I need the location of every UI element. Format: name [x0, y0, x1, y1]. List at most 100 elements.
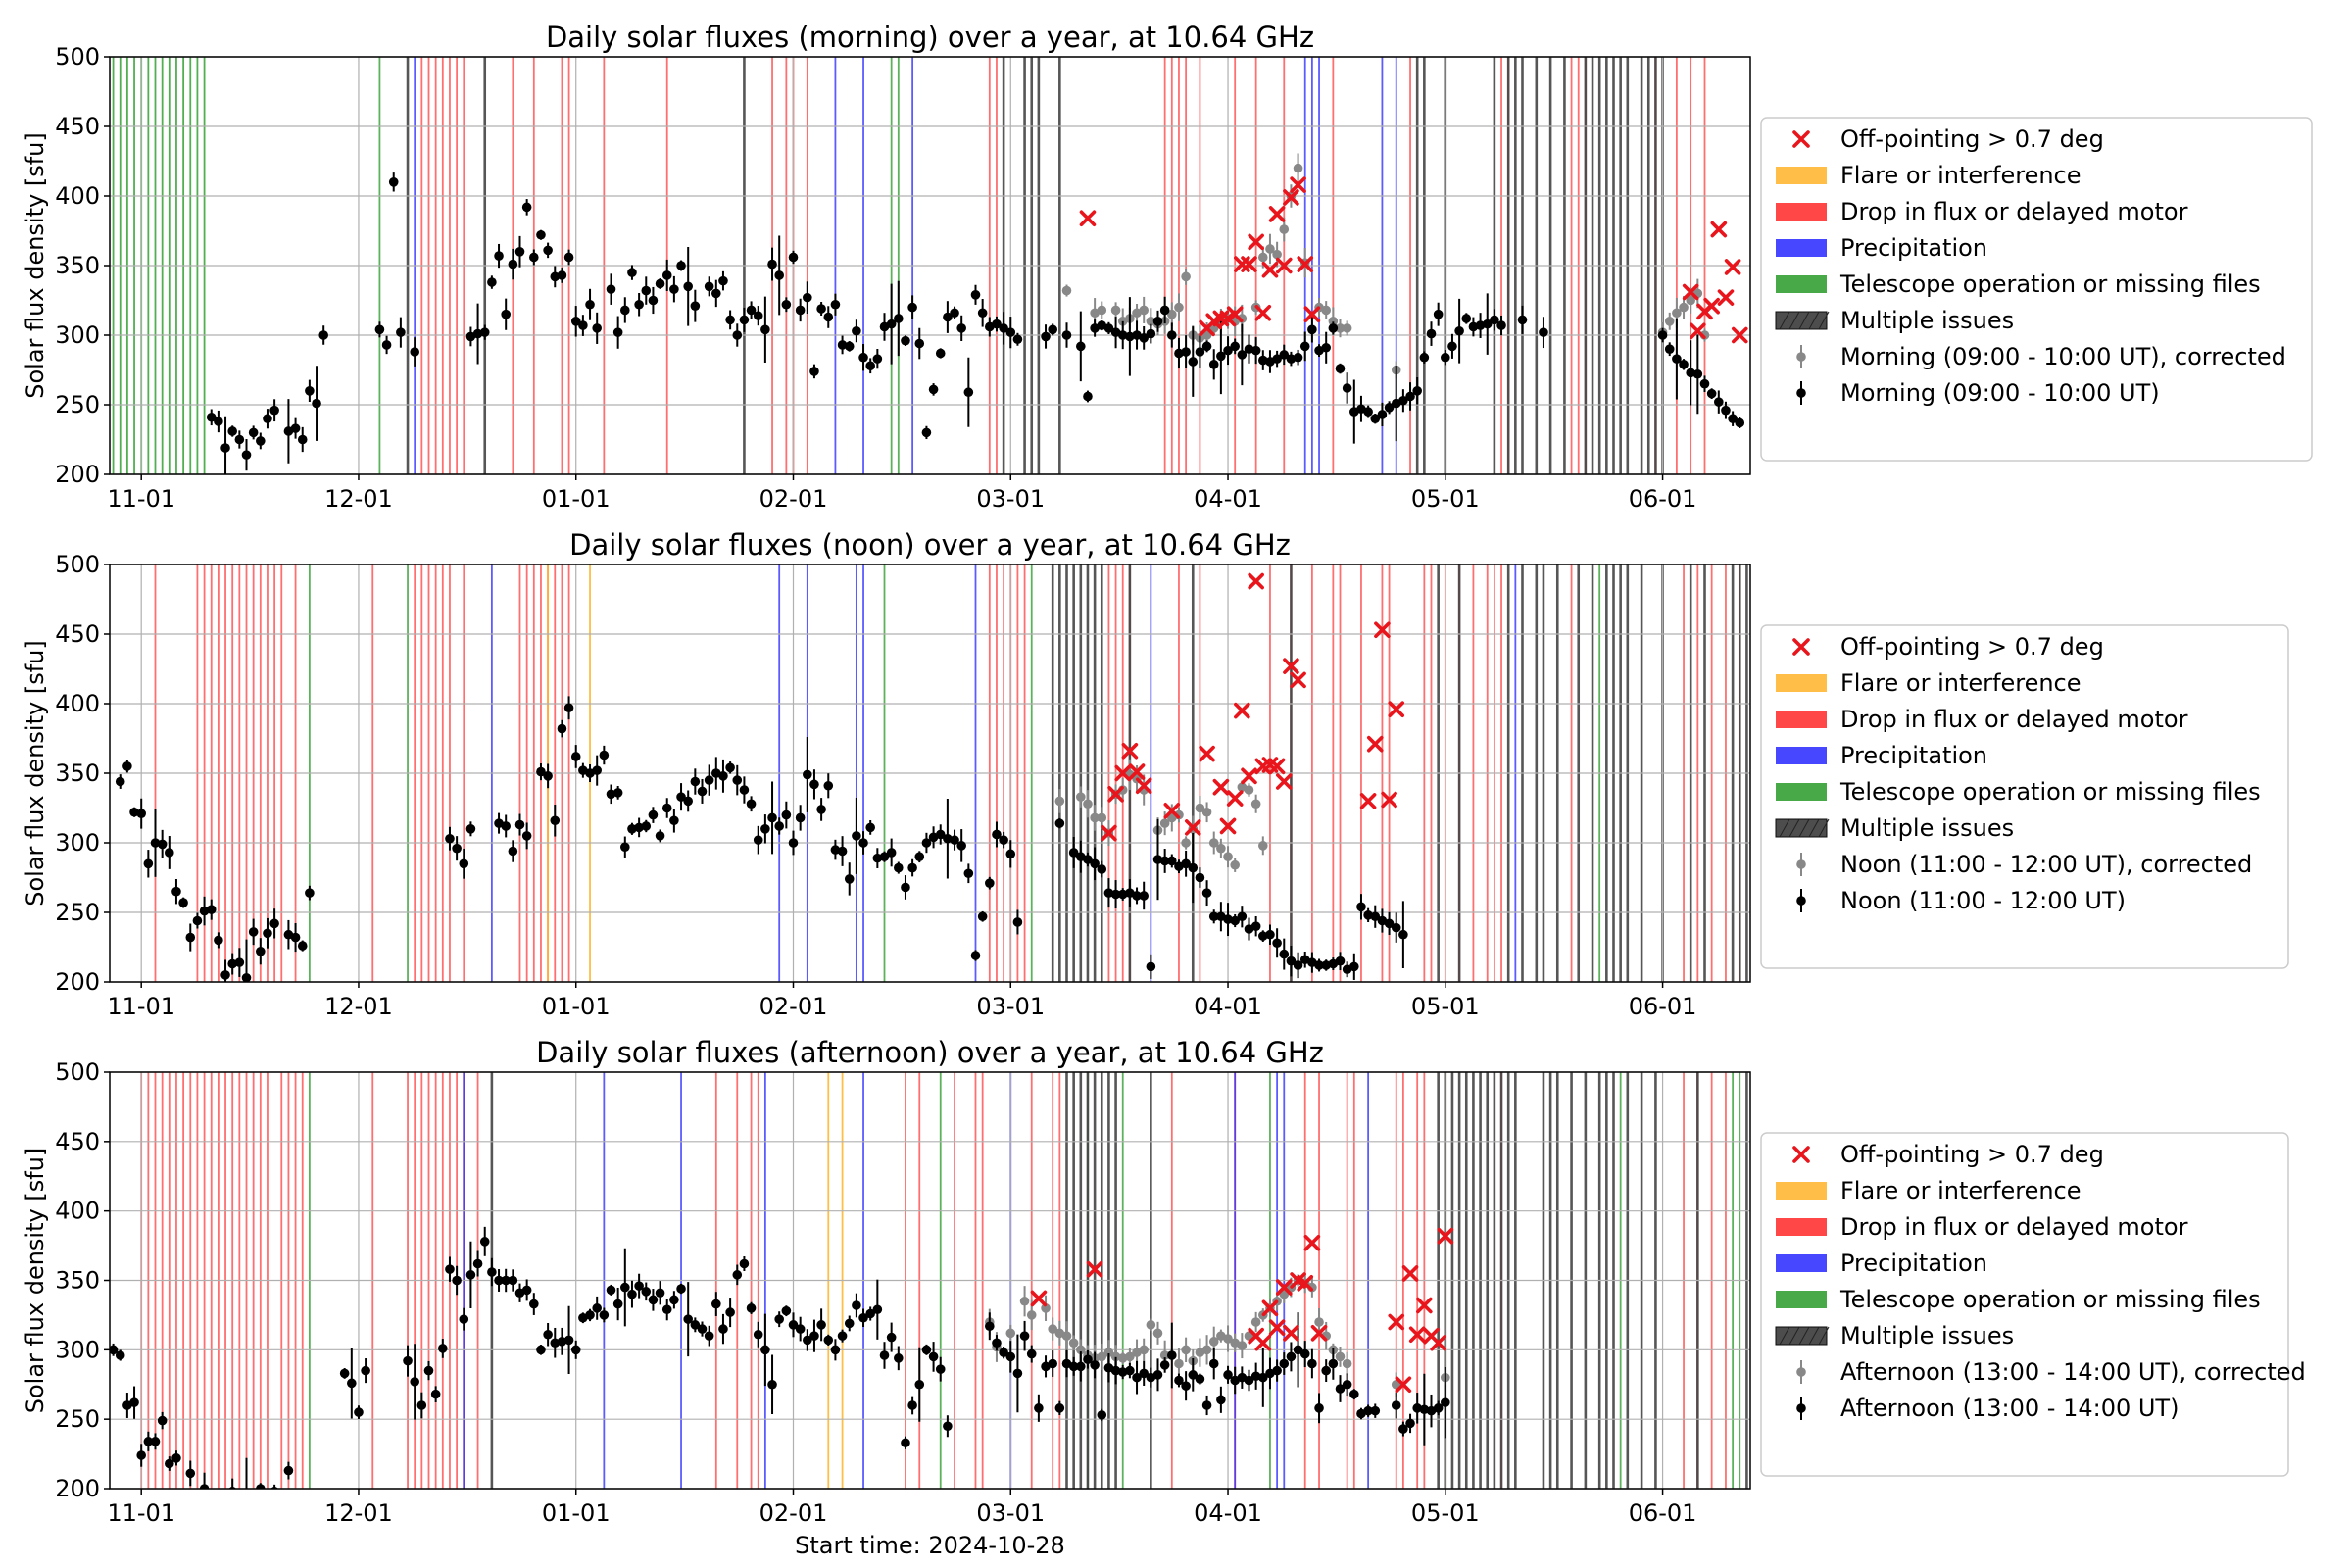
point-raw [697, 1324, 708, 1334]
point-raw [466, 824, 476, 834]
point-raw [129, 1397, 139, 1407]
point-raw [115, 1350, 125, 1360]
point-raw [1714, 397, 1724, 407]
offpointing-marker [1297, 256, 1314, 272]
point-corrected [1237, 1341, 1248, 1350]
legend-hatch [1779, 1326, 1790, 1346]
y-tick-label: 400 [55, 690, 100, 717]
point-raw [1293, 1345, 1303, 1355]
offpointing-marker [1283, 658, 1299, 674]
point-corrected [1321, 305, 1331, 316]
point-raw [521, 831, 532, 841]
point-corrected [1146, 1320, 1156, 1330]
legend-swatch-drop [1776, 1218, 1827, 1236]
point-raw [1356, 902, 1366, 912]
point-raw [1314, 1403, 1324, 1413]
legend-box [1760, 117, 2313, 462]
point-raw [1068, 848, 1079, 858]
point-raw [1159, 1360, 1170, 1370]
point-raw [1398, 395, 1408, 406]
offpointing-marker [1261, 261, 1279, 278]
point-raw [157, 1415, 168, 1426]
point-raw [472, 1258, 483, 1269]
legend-label: Precipitation [1840, 234, 1987, 262]
point-raw [192, 915, 203, 926]
legend-label: Telescope operation or missing files [1839, 1286, 2261, 1313]
point-raw [1076, 1361, 1086, 1372]
point-raw [1250, 921, 1261, 931]
point-corrected [1223, 852, 1233, 861]
offpointing-marker [1303, 306, 1321, 322]
point-raw [1391, 922, 1401, 933]
point-corrected [1117, 1353, 1128, 1363]
point-raw [165, 848, 174, 858]
point-raw [935, 829, 946, 840]
point-raw [550, 815, 561, 826]
point-raw [1244, 344, 1254, 355]
legend-point-icon [1796, 1367, 1806, 1377]
point-raw [466, 1270, 476, 1280]
point-raw [1672, 354, 1682, 364]
point-corrected [1068, 1338, 1079, 1348]
point-corrected [1250, 799, 1261, 809]
point-raw [150, 1437, 161, 1446]
offpointing-marker [1366, 735, 1384, 753]
point-raw [1441, 352, 1450, 363]
point-raw [1299, 1348, 1310, 1359]
legend-label: Telescope operation or missing files [1839, 270, 2261, 298]
point-raw [718, 1324, 728, 1334]
legend-swatch-precip [1776, 747, 1827, 764]
offpointing-marker [1731, 326, 1748, 344]
point-raw [1706, 388, 1717, 399]
legend-hatch [1818, 1326, 1830, 1346]
point-raw [1223, 345, 1233, 356]
point-raw [774, 270, 784, 280]
point-raw [1005, 849, 1016, 859]
point-raw [612, 327, 623, 337]
point-raw [669, 1295, 679, 1305]
point-raw [1279, 949, 1290, 959]
point-raw [760, 324, 770, 335]
point-raw [907, 862, 917, 873]
legend-label: Morning (09:00 - 10:00 UT) [1840, 379, 2160, 407]
point-raw [214, 935, 223, 946]
point-raw [844, 1318, 855, 1329]
point-raw [1342, 1379, 1352, 1390]
point-corrected [1139, 305, 1149, 316]
point-raw [1272, 354, 1282, 364]
point-raw [270, 405, 279, 416]
point-raw [886, 1332, 897, 1343]
offpointing-marker [1374, 621, 1391, 639]
point-raw [711, 288, 721, 299]
legend-hatch [1788, 818, 1800, 838]
point-raw [599, 750, 610, 760]
point-raw [999, 835, 1008, 845]
point-raw [1152, 317, 1163, 326]
point-corrected [1110, 1351, 1121, 1362]
point-raw [858, 1312, 868, 1323]
point-raw [1328, 1358, 1339, 1369]
point-raw [627, 1289, 637, 1299]
x-tick-label: 11-01 [107, 1499, 175, 1527]
point-raw [1475, 320, 1486, 330]
point-raw [627, 824, 637, 834]
y-axis-label: Solar flux density [sfu] [22, 640, 49, 906]
point-raw [227, 958, 237, 969]
point-corrected [1097, 812, 1107, 823]
point-raw [550, 271, 561, 282]
point-raw [543, 245, 553, 256]
legend-label: Off-pointing > 0.7 deg [1840, 125, 2104, 153]
point-raw [459, 1314, 469, 1324]
point-raw [1258, 1372, 1268, 1383]
point-raw [662, 270, 672, 280]
legend-label: Drop in flux or delayed motor [1840, 198, 2188, 225]
offpointing-marker [1248, 572, 1264, 590]
point-corrected [1125, 1351, 1135, 1362]
point-raw [290, 932, 301, 943]
point-raw [641, 821, 652, 831]
point-corrected [1097, 305, 1107, 316]
point-corrected [1686, 295, 1695, 306]
point-raw [753, 835, 763, 845]
x-tick-label: 12-01 [324, 993, 393, 1020]
point-corrected [1061, 285, 1072, 296]
